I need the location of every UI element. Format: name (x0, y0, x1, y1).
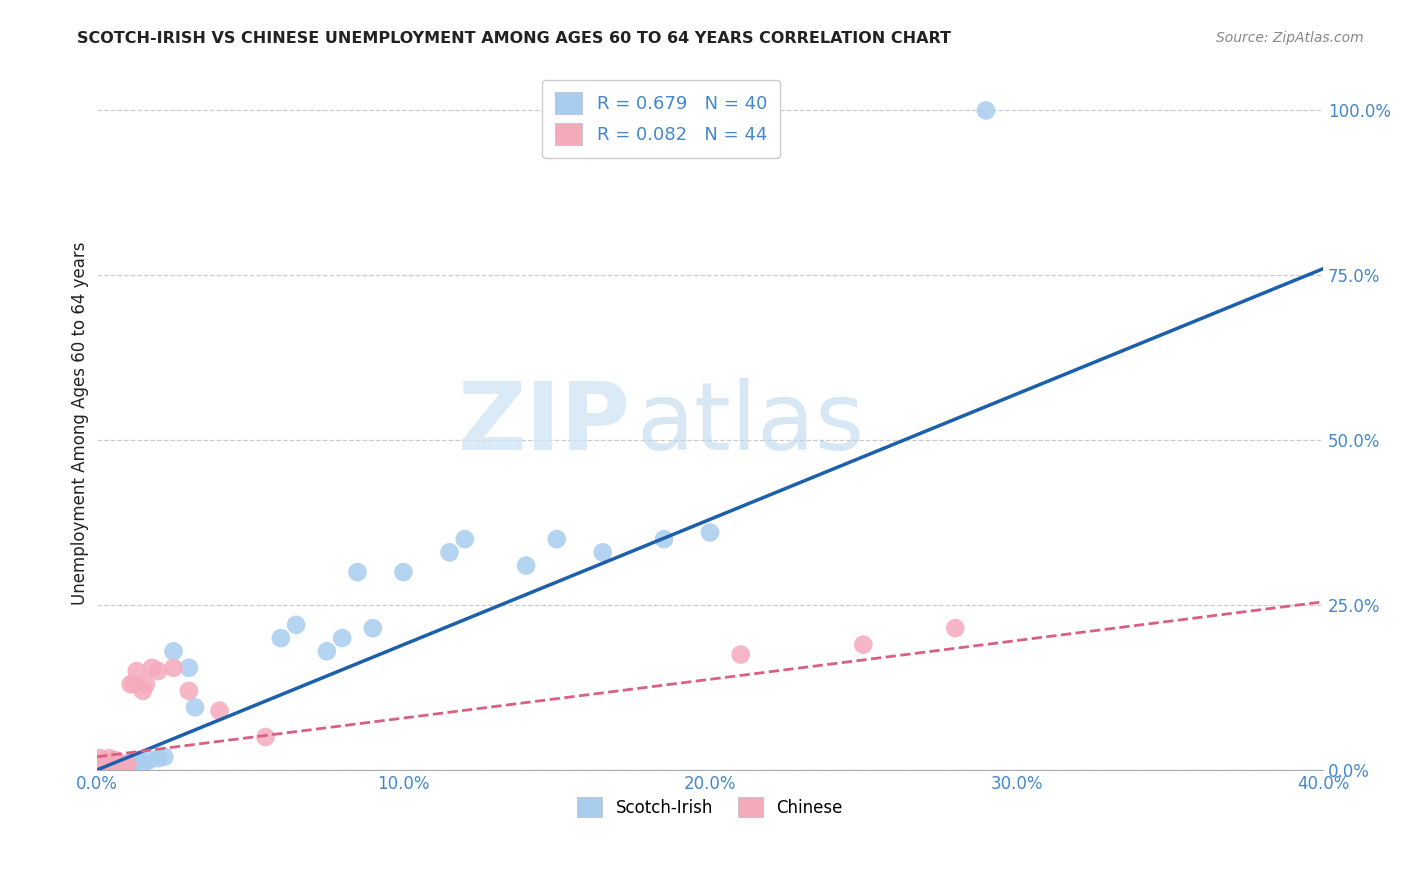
Point (89, 760, 111, 774)
Point (652, 532, 675, 546)
Point (114, 760, 136, 774)
Point (162, 644, 184, 658)
Point (122, 677, 145, 691)
Point (177, 683, 200, 698)
Point (270, 631, 292, 645)
Point (361, 621, 384, 635)
Point (101, 759, 124, 773)
Point (148, 751, 170, 765)
Text: Source: ZipAtlas.com: Source: ZipAtlas.com (1216, 31, 1364, 45)
Point (98, 760, 121, 774)
Point (148, 664, 170, 678)
Point (177, 661, 200, 675)
Point (122, 755, 145, 769)
Point (101, 757, 124, 772)
Point (89, 755, 111, 769)
Point (91, 761, 114, 775)
Point (117, 757, 139, 772)
Point (454, 532, 477, 546)
Point (943, 621, 966, 635)
Point (98, 760, 121, 774)
Point (315, 644, 337, 658)
Point (546, 532, 568, 546)
Point (107, 756, 129, 771)
Point (285, 618, 308, 632)
Text: ZIP: ZIP (457, 377, 630, 470)
Point (125, 753, 148, 767)
Point (439, 545, 461, 559)
Point (89, 751, 111, 765)
Point (852, 638, 875, 652)
Point (135, 677, 157, 691)
Y-axis label: Unemployment Among Ages 60 to 64 years: Unemployment Among Ages 60 to 64 years (72, 242, 89, 606)
Point (110, 757, 132, 772)
Point (208, 704, 231, 718)
Point (114, 757, 136, 772)
Point (101, 760, 124, 774)
Point (730, 648, 752, 662)
Point (117, 756, 139, 771)
Point (98, 751, 121, 765)
Point (91, 755, 114, 769)
Point (592, 545, 614, 559)
Point (91, 753, 114, 767)
Point (652, 103, 675, 118)
Point (94, 756, 117, 771)
Point (94, 760, 117, 774)
Point (94, 761, 117, 775)
Point (89, 760, 111, 774)
Point (162, 661, 184, 675)
Legend: Scotch-Irish, Chinese: Scotch-Irish, Chinese (571, 790, 849, 824)
Point (101, 755, 124, 769)
Point (101, 757, 124, 772)
Point (392, 565, 415, 579)
Point (98, 757, 121, 772)
Point (98, 758, 121, 772)
Point (125, 664, 148, 678)
Point (94, 755, 117, 769)
Point (104, 757, 127, 772)
Point (98, 755, 121, 769)
Point (699, 525, 721, 540)
Point (89, 761, 111, 775)
Point (141, 661, 163, 675)
Point (346, 565, 368, 579)
Point (107, 755, 129, 769)
Point (153, 749, 176, 764)
Point (104, 753, 127, 767)
Point (91, 761, 114, 775)
Point (104, 760, 127, 774)
Point (120, 677, 142, 691)
Point (974, 103, 997, 118)
Point (89, 757, 111, 772)
Point (330, 631, 353, 645)
Point (91, 760, 114, 774)
Point (515, 558, 537, 573)
Point (132, 756, 155, 771)
Point (89, 761, 111, 775)
Point (91, 757, 114, 772)
Point (132, 683, 155, 698)
Point (94, 760, 117, 774)
Point (91, 757, 114, 772)
Point (254, 730, 277, 744)
Point (110, 759, 132, 773)
Text: SCOTCH-IRISH VS CHINESE UNEMPLOYMENT AMONG AGES 60 TO 64 YEARS CORRELATION CHART: SCOTCH-IRISH VS CHINESE UNEMPLOYMENT AMO… (77, 31, 952, 46)
Point (120, 757, 142, 772)
Point (94, 757, 117, 772)
Point (138, 753, 160, 767)
Point (107, 760, 129, 774)
Point (110, 760, 132, 774)
Text: atlas: atlas (637, 377, 865, 470)
Point (184, 700, 207, 714)
